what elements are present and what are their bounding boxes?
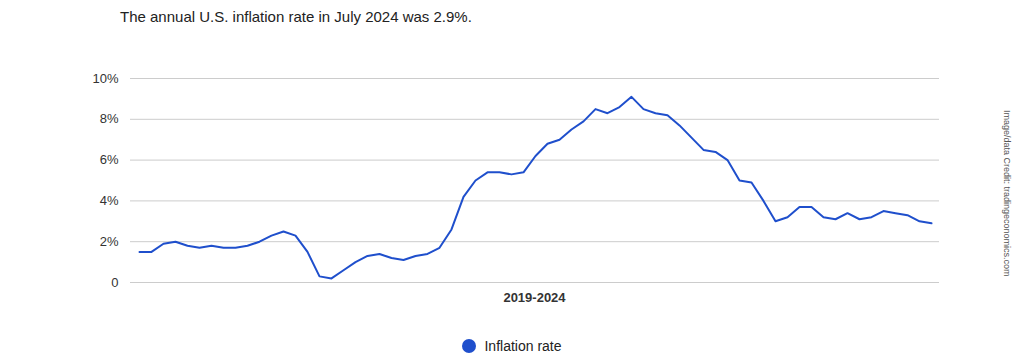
- svg-text:6%: 6%: [100, 152, 119, 167]
- svg-text:10%: 10%: [92, 71, 118, 86]
- html-text:Inflation rate: Inflation rate: [484, 338, 562, 354]
- svg-text:4%: 4%: [100, 193, 119, 208]
- svg-text:8%: 8%: [100, 111, 119, 126]
- html-text:The annual U.S. inflation rate: The annual U.S. inflation rate in July 2…: [120, 8, 472, 25]
- svg-text:2%: 2%: [100, 234, 119, 249]
- html-text:2019-2024: 2019-2024: [503, 290, 566, 305]
- svg-text:0: 0: [111, 275, 118, 290]
- html-text:Image/data Credit: tradingecon: Image/data Credit: tradingeconomics.com: [1002, 110, 1012, 277]
